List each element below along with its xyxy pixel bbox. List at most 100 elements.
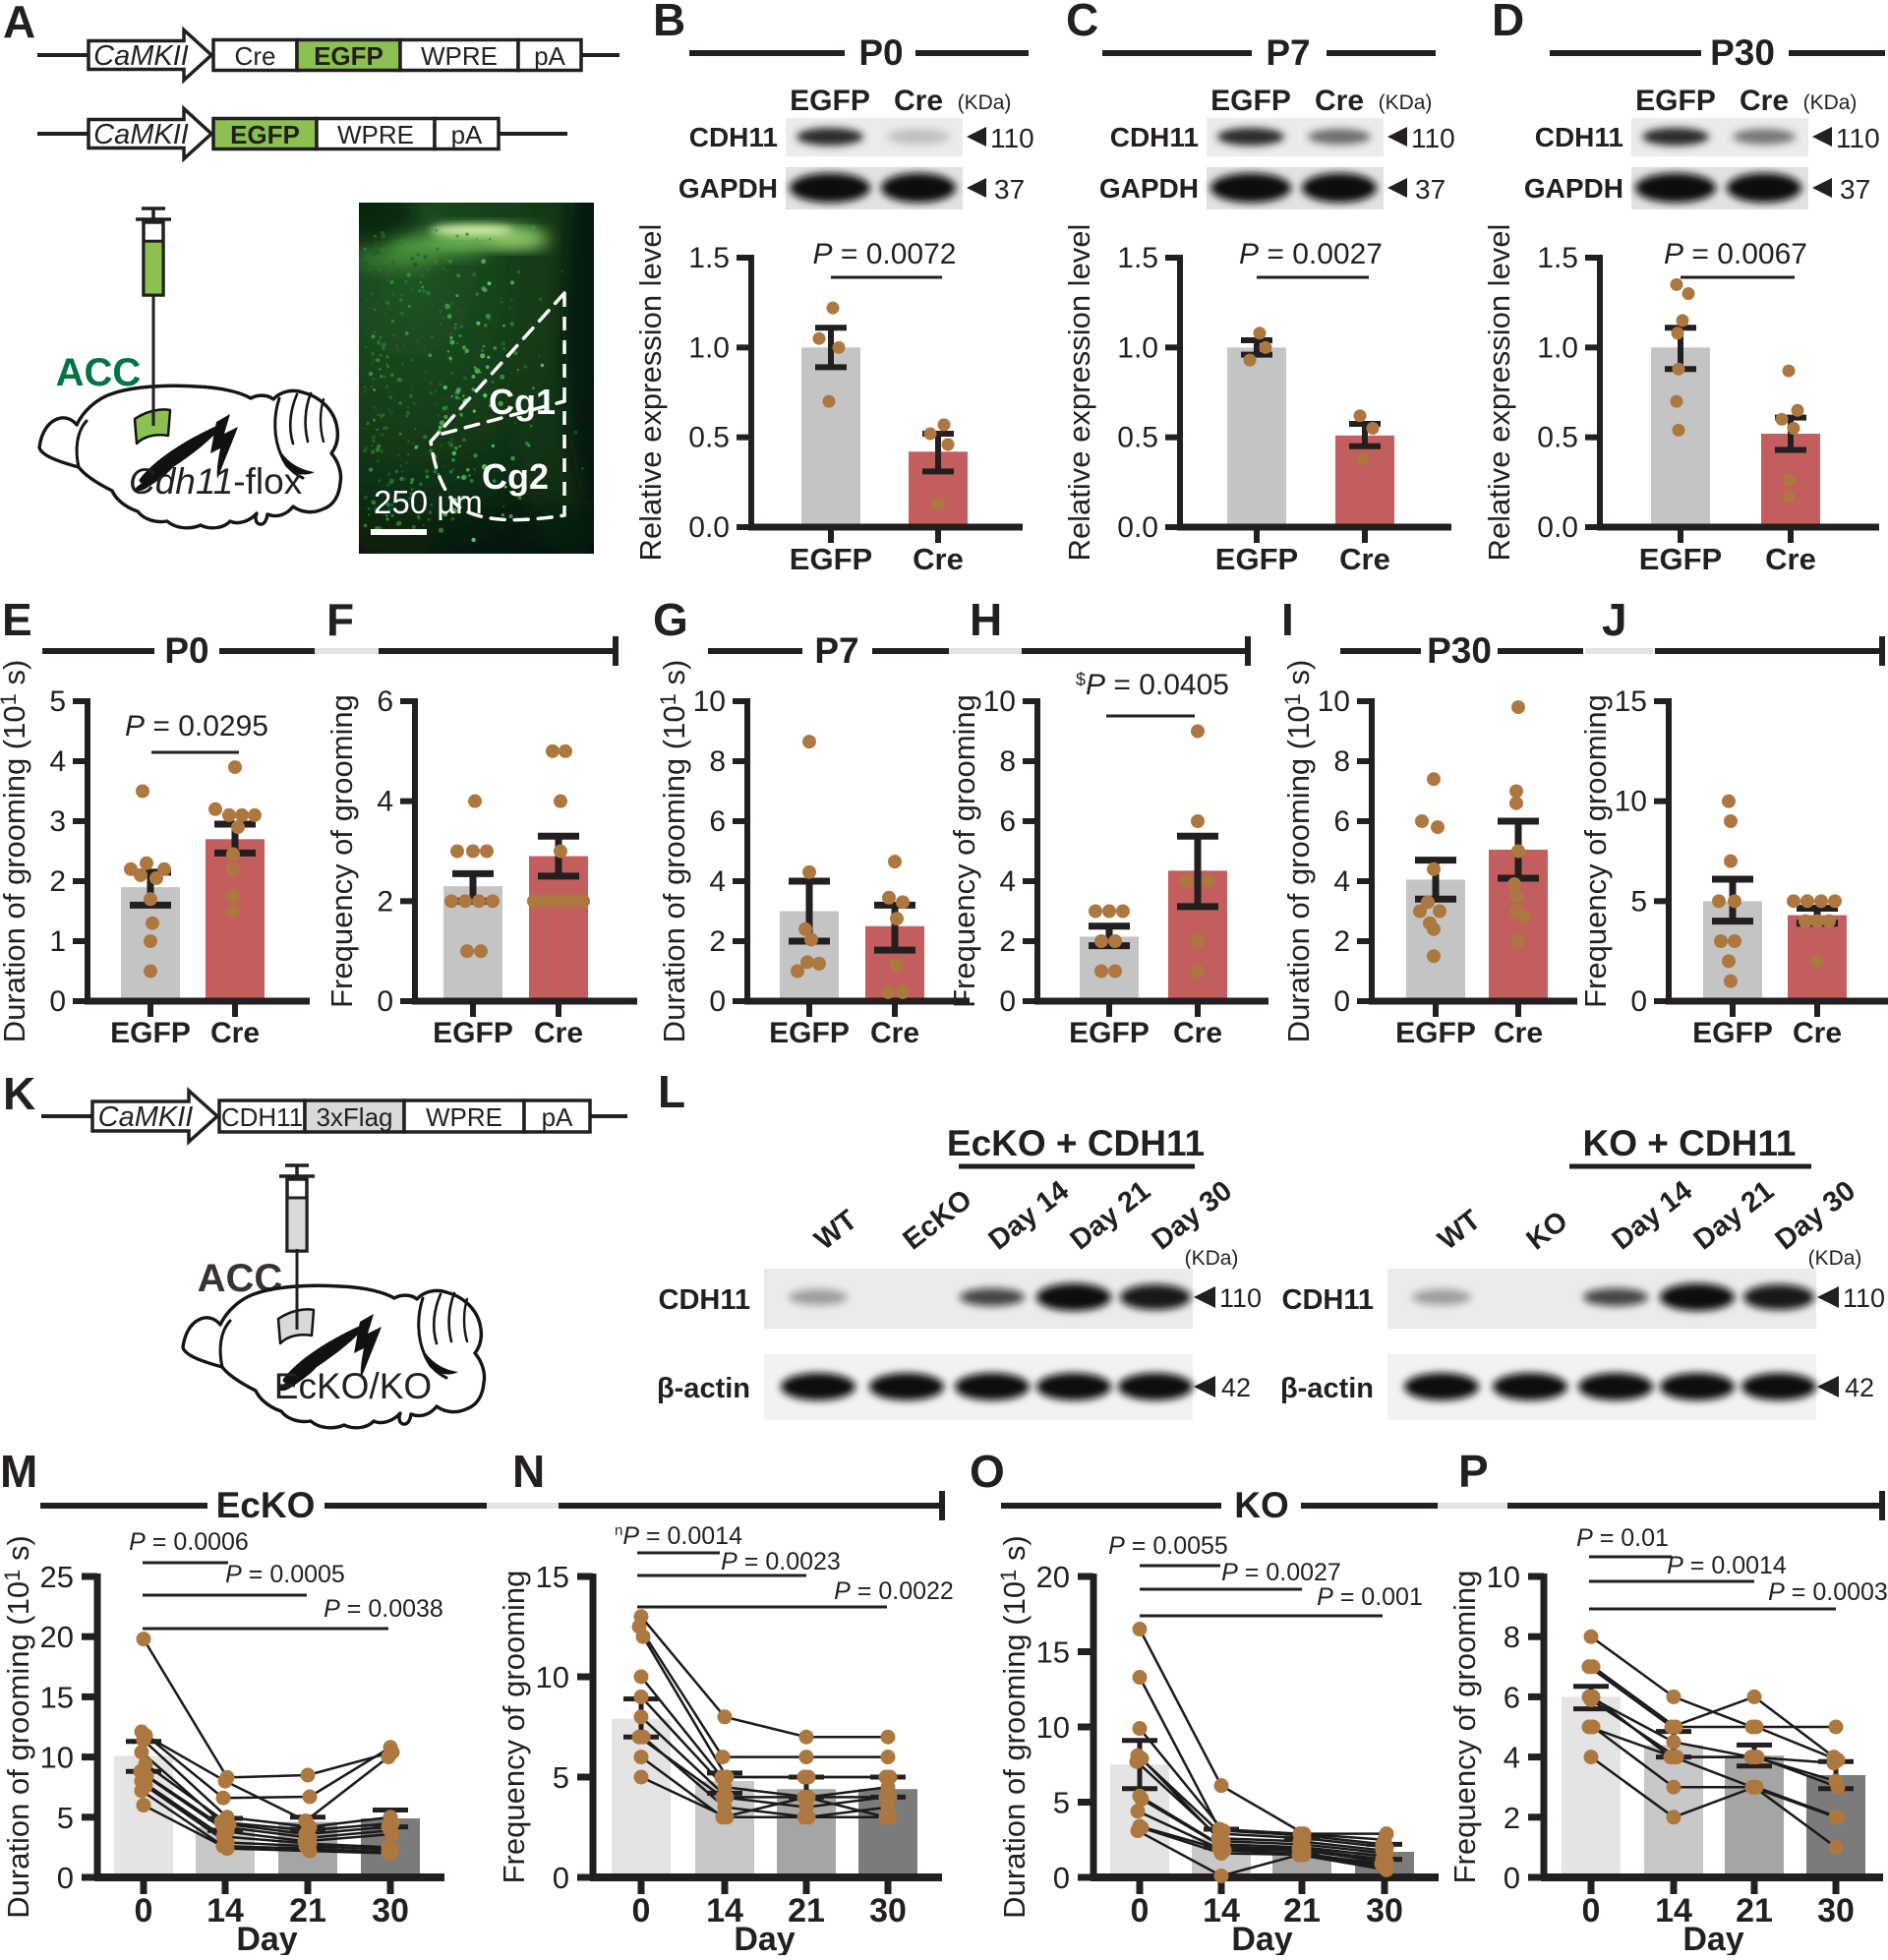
svg-text:Cre: Cre [235, 41, 276, 71]
svg-text:2: 2 [1333, 925, 1350, 958]
svg-text:110: 110 [1843, 1283, 1885, 1313]
svg-text:10: 10 [1487, 1560, 1520, 1594]
svg-text:Relative expression level: Relative expression level [1062, 224, 1096, 562]
svg-text:250 µm: 250 µm [374, 484, 483, 520]
svg-text:5: 5 [57, 1801, 74, 1835]
svg-text:G: G [653, 594, 688, 645]
svg-text:14: 14 [206, 1892, 244, 1930]
svg-text:37: 37 [1840, 174, 1870, 205]
svg-text:Cre: Cre [1793, 1017, 1842, 1049]
svg-text:10: 10 [1615, 786, 1647, 818]
svg-text:0.5: 0.5 [688, 422, 730, 454]
svg-text:5: 5 [1630, 885, 1647, 918]
svg-text:K: K [3, 1068, 35, 1119]
svg-text:CDH11: CDH11 [1282, 1284, 1375, 1316]
svg-text:6: 6 [999, 805, 1016, 838]
svg-text:C: C [1066, 0, 1098, 45]
svg-text:20: 20 [40, 1620, 74, 1654]
svg-text:Day 30: Day 30 [1147, 1175, 1238, 1257]
svg-text:0: 0 [49, 985, 66, 1018]
svg-text:1.5: 1.5 [1537, 242, 1578, 274]
svg-text:pA: pA [534, 41, 565, 71]
svg-text:14: 14 [1203, 1892, 1240, 1930]
svg-text:WPRE: WPRE [337, 120, 414, 149]
svg-text:0.5: 0.5 [1537, 422, 1578, 454]
svg-text:pA: pA [542, 1102, 573, 1132]
svg-text:Day 14: Day 14 [1607, 1175, 1698, 1257]
svg-text:A: A [3, 0, 35, 47]
svg-text:P7: P7 [1266, 32, 1310, 73]
svg-text:14: 14 [706, 1892, 743, 1930]
svg-text:Cre: Cre [1173, 1017, 1222, 1049]
svg-text:Cre: Cre [1315, 85, 1364, 117]
svg-text:pA: pA [451, 120, 483, 149]
svg-text:CDH11: CDH11 [659, 1284, 751, 1316]
svg-text:EGFP: EGFP [1210, 85, 1291, 117]
svg-text:42: 42 [1221, 1373, 1251, 1402]
svg-text:GAPDH: GAPDH [1524, 173, 1623, 204]
svg-text:0: 0 [709, 985, 726, 1018]
svg-text:10: 10 [1318, 685, 1350, 718]
svg-text:2: 2 [1504, 1801, 1520, 1835]
svg-text:n​P = 0.0014: n​P = 0.0014 [615, 1522, 742, 1550]
svg-text:10: 10 [693, 685, 726, 718]
svg-text:1: 1 [49, 925, 66, 958]
svg-text:CDH11: CDH11 [689, 122, 778, 152]
svg-text:30: 30 [869, 1892, 907, 1930]
svg-text:P = 0.0295: P = 0.0295 [125, 710, 268, 742]
svg-text:Cre: Cre [894, 85, 943, 117]
svg-text:F: F [326, 594, 354, 645]
svg-text:P30: P30 [1710, 32, 1775, 73]
svg-text:(KDa): (KDa) [1808, 1247, 1862, 1270]
svg-text:2: 2 [49, 865, 66, 898]
svg-text:P = 0.0023: P = 0.0023 [721, 1548, 841, 1575]
svg-text:21: 21 [1283, 1892, 1321, 1930]
svg-text:5: 5 [553, 1760, 569, 1795]
svg-text:Duration of grooming (101​ s): Duration of grooming (101​ s) [1280, 660, 1316, 1043]
svg-text:3: 3 [49, 805, 66, 838]
svg-text:30: 30 [1366, 1892, 1403, 1930]
svg-text:Cre: Cre [1494, 1017, 1543, 1049]
svg-text:Cre: Cre [1339, 542, 1390, 576]
svg-text:0: 0 [999, 985, 1016, 1018]
svg-text:CaMKII: CaMKII [93, 40, 189, 72]
svg-text:P = 0.01: P = 0.01 [1576, 1524, 1669, 1552]
svg-text:8: 8 [1504, 1620, 1520, 1654]
svg-text:110: 110 [990, 123, 1034, 153]
svg-text:Cdh11-flox: Cdh11-flox [129, 461, 303, 502]
svg-text:5: 5 [1053, 1786, 1070, 1820]
svg-text:EGFP: EGFP [433, 1017, 513, 1049]
svg-text:EcKO: EcKO [898, 1184, 978, 1257]
svg-text:0.0: 0.0 [1537, 511, 1578, 544]
svg-text:21: 21 [1736, 1892, 1773, 1930]
svg-text:(KDa): (KDa) [1803, 91, 1858, 114]
svg-text:10: 10 [1036, 1710, 1070, 1745]
svg-text:37: 37 [1415, 174, 1446, 205]
svg-text:P: P [1458, 1446, 1489, 1497]
svg-text:2: 2 [999, 925, 1016, 958]
svg-text:0.5: 0.5 [1117, 422, 1158, 454]
svg-text:8: 8 [709, 745, 726, 778]
svg-text:0: 0 [1053, 1861, 1070, 1895]
svg-text:WPRE: WPRE [421, 41, 498, 71]
svg-text:Day: Day [1231, 1921, 1292, 1955]
svg-text:EGFP: EGFP [790, 542, 872, 576]
svg-text:P = 0.0006: P = 0.0006 [129, 1528, 249, 1556]
svg-text:Day 21: Day 21 [1065, 1175, 1156, 1257]
svg-text:110: 110 [1411, 123, 1455, 153]
svg-text:Frequency of grooming: Frequency of grooming [1447, 1571, 1482, 1884]
svg-text:$​P = 0.0405: $​P = 0.0405 [1076, 669, 1229, 701]
svg-text:GAPDH: GAPDH [1099, 173, 1199, 204]
svg-text:Relative expression level: Relative expression level [1482, 224, 1516, 562]
svg-text:EcKO + CDH11: EcKO + CDH11 [947, 1123, 1205, 1163]
svg-text:30: 30 [372, 1892, 409, 1930]
svg-text:EcKO: EcKO [216, 1485, 316, 1525]
svg-text:3xFlag: 3xFlag [316, 1102, 392, 1132]
svg-text:0: 0 [1582, 1892, 1601, 1930]
svg-text:8: 8 [999, 745, 1016, 778]
svg-text:15: 15 [1036, 1635, 1070, 1670]
svg-text:P = 0.001: P = 0.001 [1317, 1583, 1423, 1611]
svg-text:P = 0.0067: P = 0.0067 [1664, 238, 1807, 270]
svg-text:25: 25 [40, 1560, 74, 1594]
svg-text:CaMKII: CaMKII [98, 1101, 194, 1133]
